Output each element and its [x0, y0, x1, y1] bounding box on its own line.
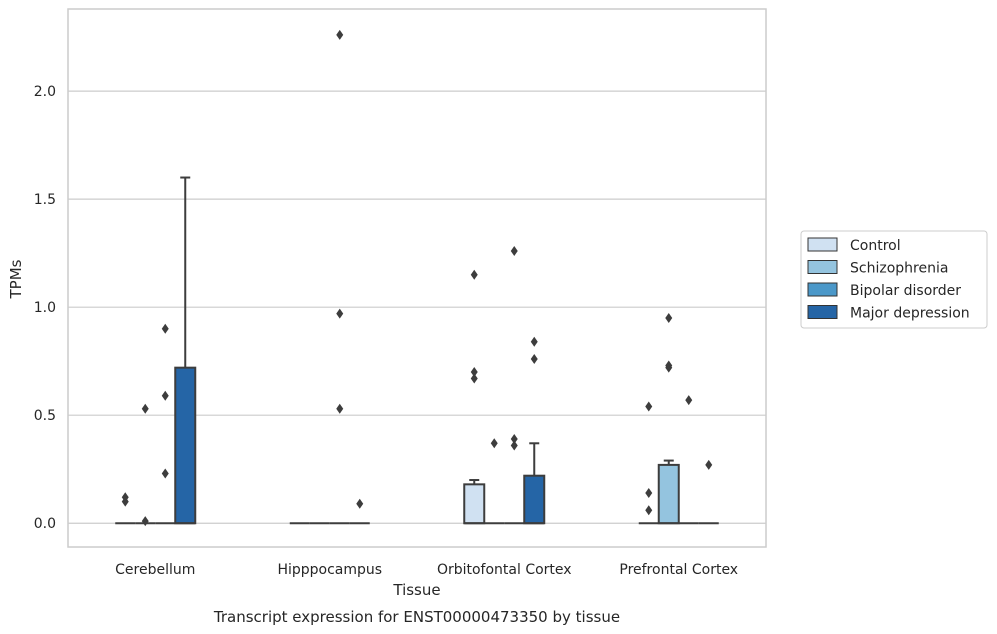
outlier-point [705, 459, 713, 470]
y-tick-label: 0.5 [34, 408, 56, 424]
y-axis-ticks: 0.0 0.5 1.0 1.5 2.0 [34, 84, 56, 532]
x-tick-label: Orbitofontal Cortex [437, 562, 572, 578]
outlier-point [510, 245, 518, 256]
y-tick-label: 0.0 [34, 516, 56, 532]
box-group [174, 176, 197, 525]
legend-label: Control [850, 238, 901, 254]
legend-label: Bipolar disorder [850, 283, 961, 299]
box-group [698, 459, 719, 525]
box-group [329, 29, 350, 525]
outlier-point [665, 312, 673, 323]
outlier-point [685, 395, 693, 406]
legend-swatch [807, 305, 838, 319]
outlier-point [141, 516, 149, 527]
box [523, 474, 546, 525]
y-tick-label: 1.0 [34, 300, 56, 316]
outlier-point [336, 308, 344, 319]
outlier-point [645, 487, 653, 498]
x-axis-ticks: Cerebellum Hipppocampus Orbitofontal Corte… [115, 562, 738, 578]
box-group [115, 492, 136, 525]
outlier-point [665, 360, 673, 371]
outlier-point [645, 505, 653, 516]
box-group [657, 312, 680, 525]
chart-caption: Transcript expression for ENST0000047335… [213, 608, 620, 626]
box-group [155, 323, 176, 525]
outlier-point [356, 498, 364, 509]
x-axis-title: Tissue [392, 581, 440, 599]
outlier-point [530, 336, 538, 347]
x-tick-label: Prefrontal Cortex [619, 562, 738, 578]
outlier-point [470, 373, 478, 384]
outlier-point [510, 433, 518, 444]
outlier-point [121, 492, 129, 503]
legend-swatch [807, 237, 838, 252]
legend-frame [800, 230, 988, 329]
outlier-point [470, 269, 478, 280]
box-group [135, 403, 156, 527]
legend-swatch [807, 282, 838, 297]
x-tick-label: Hipppocampus [277, 562, 382, 578]
box-group [463, 269, 486, 525]
box-plot-marks [115, 29, 719, 527]
outlier-point [470, 366, 478, 377]
box-group [484, 438, 505, 525]
outlier-point [336, 29, 344, 40]
outlier-point [645, 401, 653, 412]
box [463, 483, 486, 525]
x-tick-label: Cerebellum [115, 562, 195, 578]
box-group [523, 336, 546, 525]
outlier-point [510, 440, 518, 451]
y-axis-title: TPMs [7, 259, 25, 299]
legend-label: Schizophrenia [850, 261, 948, 277]
box-group [638, 401, 659, 525]
plot-area-frame [67, 8, 767, 548]
gridlines [68, 90, 766, 524]
box [657, 463, 680, 525]
box [174, 366, 197, 525]
outlier-point [161, 390, 169, 401]
legend: Control Schizophrenia Bipolar disorder Majo… [800, 230, 988, 329]
outlier-point [530, 354, 538, 365]
outlier-point [161, 323, 169, 334]
outlier-point [161, 468, 169, 479]
box-group [678, 395, 699, 525]
legend-label: Major depression [850, 306, 970, 322]
y-tick-label: 1.5 [34, 192, 56, 208]
box-group [349, 498, 370, 525]
outlier-point [141, 403, 149, 414]
box-group [504, 245, 525, 525]
y-tick-label: 2.0 [34, 84, 56, 100]
legend-swatch [807, 260, 838, 274]
outlier-point [490, 438, 498, 449]
outlier-point [336, 403, 344, 414]
